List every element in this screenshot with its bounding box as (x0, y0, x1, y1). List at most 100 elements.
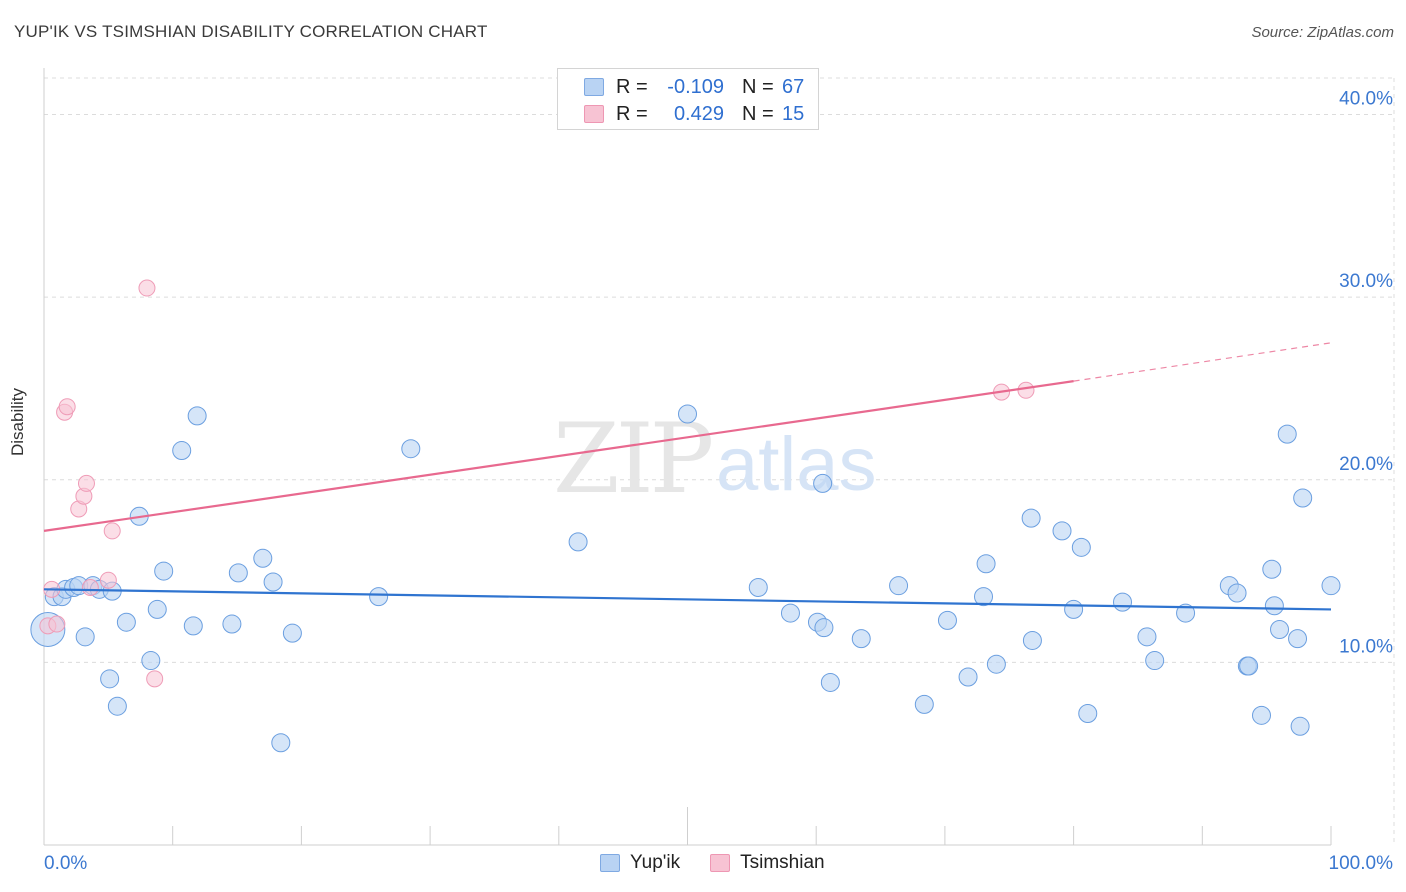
yupik-point (1290, 716, 1310, 736)
legend-row-yupik: R = -0.109 N = 67 (584, 75, 804, 99)
yupik-point (748, 578, 768, 598)
series-legend: Yup'ik Tsimshian (600, 852, 855, 874)
yupik-point (271, 733, 291, 753)
yupik-point (253, 548, 273, 568)
yupik-point (1064, 599, 1084, 619)
legend-n-label: N = (742, 102, 774, 125)
yupik-point (976, 554, 996, 574)
yupik-point (1239, 656, 1259, 676)
yupik-point (141, 651, 161, 671)
yupik-point (100, 669, 120, 689)
yupik-point (1288, 629, 1308, 649)
y-tick-label: 30.0% (1339, 271, 1393, 292)
series-legend-tsimshian: Tsimshian (710, 852, 825, 874)
yupik-point (937, 610, 957, 630)
legend-n-value: 15 (782, 102, 805, 125)
yupik-point (1264, 596, 1284, 616)
yupik-point (780, 603, 800, 623)
yupik-point (1262, 559, 1282, 579)
legend-n-value: 67 (782, 75, 805, 98)
yupik-point (1293, 488, 1313, 508)
yupik-point (820, 672, 840, 692)
y-tick-label: 40.0% (1339, 89, 1393, 110)
yupik-point (1052, 521, 1072, 541)
yupik-point (678, 404, 697, 424)
yupik-point (914, 694, 934, 714)
yupik-point (1252, 705, 1272, 725)
yupik-point (986, 654, 1006, 674)
tsimshian-points (39, 279, 1035, 688)
series-swatch-pink (710, 854, 731, 872)
tsimshian-point (1017, 381, 1035, 399)
yupik-point (154, 561, 174, 581)
tsimshian-point (81, 579, 99, 597)
yupik-point (1145, 651, 1165, 671)
yupik-point (228, 563, 248, 583)
watermark: ZIP atlas (553, 403, 877, 515)
y-tick-label: 20.0% (1339, 454, 1393, 475)
legend-r-label: R = (616, 102, 648, 125)
tsimshian-point (146, 670, 164, 688)
yupik-point (1022, 630, 1042, 650)
yupik-point (222, 614, 242, 634)
legend-r-value: -0.109 (667, 75, 724, 98)
legend-r-label: R = (616, 75, 648, 98)
yupik-trend-line (43, 588, 1332, 611)
yupik-point (1137, 627, 1157, 647)
tsimshian-point (48, 615, 66, 633)
tsimshian-point (103, 522, 121, 540)
x-tick-label: 100.0% (1329, 853, 1394, 874)
yupik-point (1277, 424, 1297, 444)
tsimshian-trend-line (43, 380, 1074, 532)
x-tick-label: 0.0% (44, 853, 87, 874)
yupik-point (147, 599, 167, 619)
tsimshian-point (77, 474, 95, 492)
yupik-point (568, 532, 588, 552)
yupik-point (369, 587, 389, 607)
series-swatch-blue (600, 854, 620, 872)
yupik-point (974, 587, 994, 607)
yupik-point (1071, 537, 1091, 557)
axes (43, 68, 1332, 846)
yupik-point (282, 623, 302, 643)
legend-swatch-blue (584, 78, 604, 96)
series-legend-yupik: Yup'ik (600, 852, 680, 874)
series-label-tsimshian: Tsimshian (740, 852, 825, 873)
yupik-point (183, 616, 203, 636)
yupik-point (107, 696, 127, 716)
tick-labels: 10.0% 20.0% 30.0% 40.0% 0.0% 100.0% (44, 89, 1393, 874)
chart-title: YUP'IK VS TSIMSHIAN DISABILITY CORRELATI… (14, 22, 488, 41)
yupik-point (172, 441, 192, 461)
yupik-point (1113, 592, 1133, 612)
yupik-point (1321, 576, 1341, 596)
yupik-point (958, 667, 978, 687)
series-label-yupik: Yup'ik (630, 852, 681, 873)
yupik-point (1270, 620, 1290, 640)
yupik-point (814, 618, 834, 638)
legend-r-value: 0.429 (673, 102, 724, 125)
yupik-point (116, 612, 136, 632)
y-tick-label: 10.0% (1339, 636, 1393, 657)
legend-swatch-pink (584, 105, 604, 123)
trend-lines (43, 342, 1332, 611)
tsimshian-point (99, 571, 117, 589)
yupik-point (851, 629, 871, 649)
yupik-point (1078, 704, 1098, 724)
yupik-point (889, 576, 909, 596)
yupik-point (1021, 508, 1041, 528)
watermark-atlas: atlas (716, 422, 877, 507)
yupik-point (813, 473, 833, 493)
legend-row-tsimshian: R = 0.429 N = 15 (584, 102, 804, 126)
yupik-point (75, 627, 95, 647)
source-credit: Source: ZipAtlas.com (1251, 24, 1394, 41)
yupik-point (1176, 603, 1196, 623)
tsimshian-point (58, 398, 76, 416)
yupik-point (1227, 583, 1247, 603)
yupik-point (263, 572, 283, 592)
correlation-legend: R = -0.109 N = 67 R = 0.429 N = 15 (557, 68, 819, 130)
legend-n-label: N = (742, 75, 774, 98)
yupik-point (401, 439, 421, 459)
tsimshian-point (138, 279, 156, 297)
tsimshian-trend-extension (1073, 342, 1332, 382)
